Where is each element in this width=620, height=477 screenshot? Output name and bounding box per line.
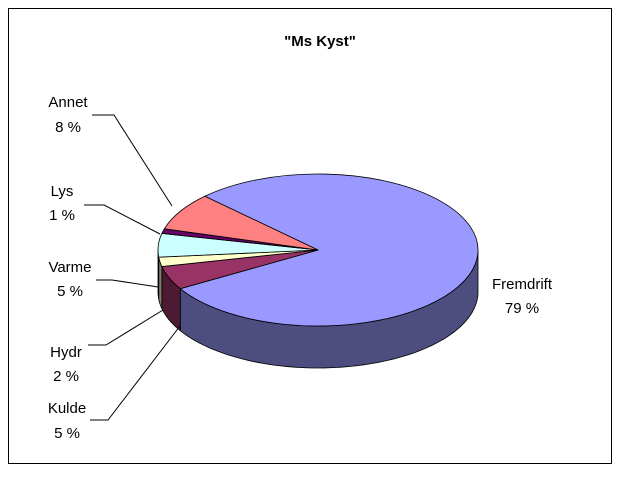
slices: [157, 173, 479, 369]
slice-label: Annet: [48, 94, 88, 111]
leader-line: [90, 325, 181, 421]
slice-label: Lys: [51, 183, 74, 200]
slice-label: Hydr: [50, 344, 82, 361]
slice-value-label: 5 %: [54, 425, 80, 442]
chart-title: "Ms Kyst": [284, 33, 356, 50]
slice-label: Varme: [48, 259, 91, 276]
leader-line: [92, 114, 173, 207]
slice: [163, 195, 319, 251]
leader-line: [84, 204, 161, 235]
slice-value-label: 5 %: [57, 283, 83, 300]
slice-value-label: 1 %: [49, 207, 75, 224]
slice-value-label: 8 %: [55, 119, 81, 136]
slice-label: Kulde: [48, 400, 86, 417]
leader-line: [96, 279, 159, 288]
slice: [179, 173, 479, 327]
slice-value-label: 79 %: [505, 300, 539, 317]
leader-line: [88, 309, 164, 346]
slice-label: Fremdrift: [492, 276, 553, 293]
slice-value-label: 2 %: [53, 368, 79, 385]
